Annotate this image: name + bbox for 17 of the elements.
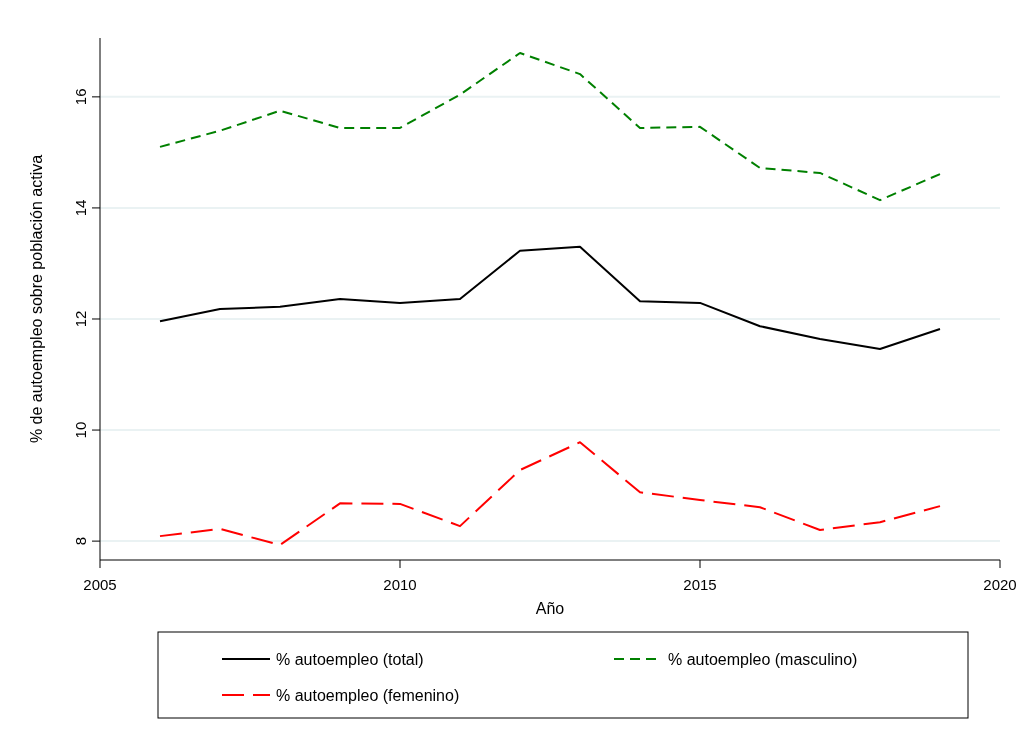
line-series — [159, 441, 941, 547]
y-tick-label: 10 — [72, 421, 89, 439]
x-tick-label: 2010 — [383, 576, 417, 593]
y-tick-label: 16 — [72, 88, 89, 106]
x-axis-title: Año — [535, 600, 565, 617]
y-tick-label: 14 — [72, 199, 89, 217]
legend-label: % autoempleo (femenino) — [276, 687, 460, 704]
y-tick-label: 8 — [72, 536, 89, 546]
line-series — [159, 245, 941, 350]
y-tick-label: 12 — [72, 310, 89, 328]
legend-label: % autoempleo (masculino) — [668, 651, 858, 668]
x-tick-label: 2020 — [983, 576, 1016, 593]
x-tick-label: 2015 — [683, 576, 717, 593]
legend-label: % autoempleo (total) — [276, 651, 424, 668]
line-series — [159, 51, 941, 202]
y-axis-title: % de autoempleo sobre población activa — [28, 154, 45, 444]
x-tick-label: 2005 — [83, 576, 117, 593]
